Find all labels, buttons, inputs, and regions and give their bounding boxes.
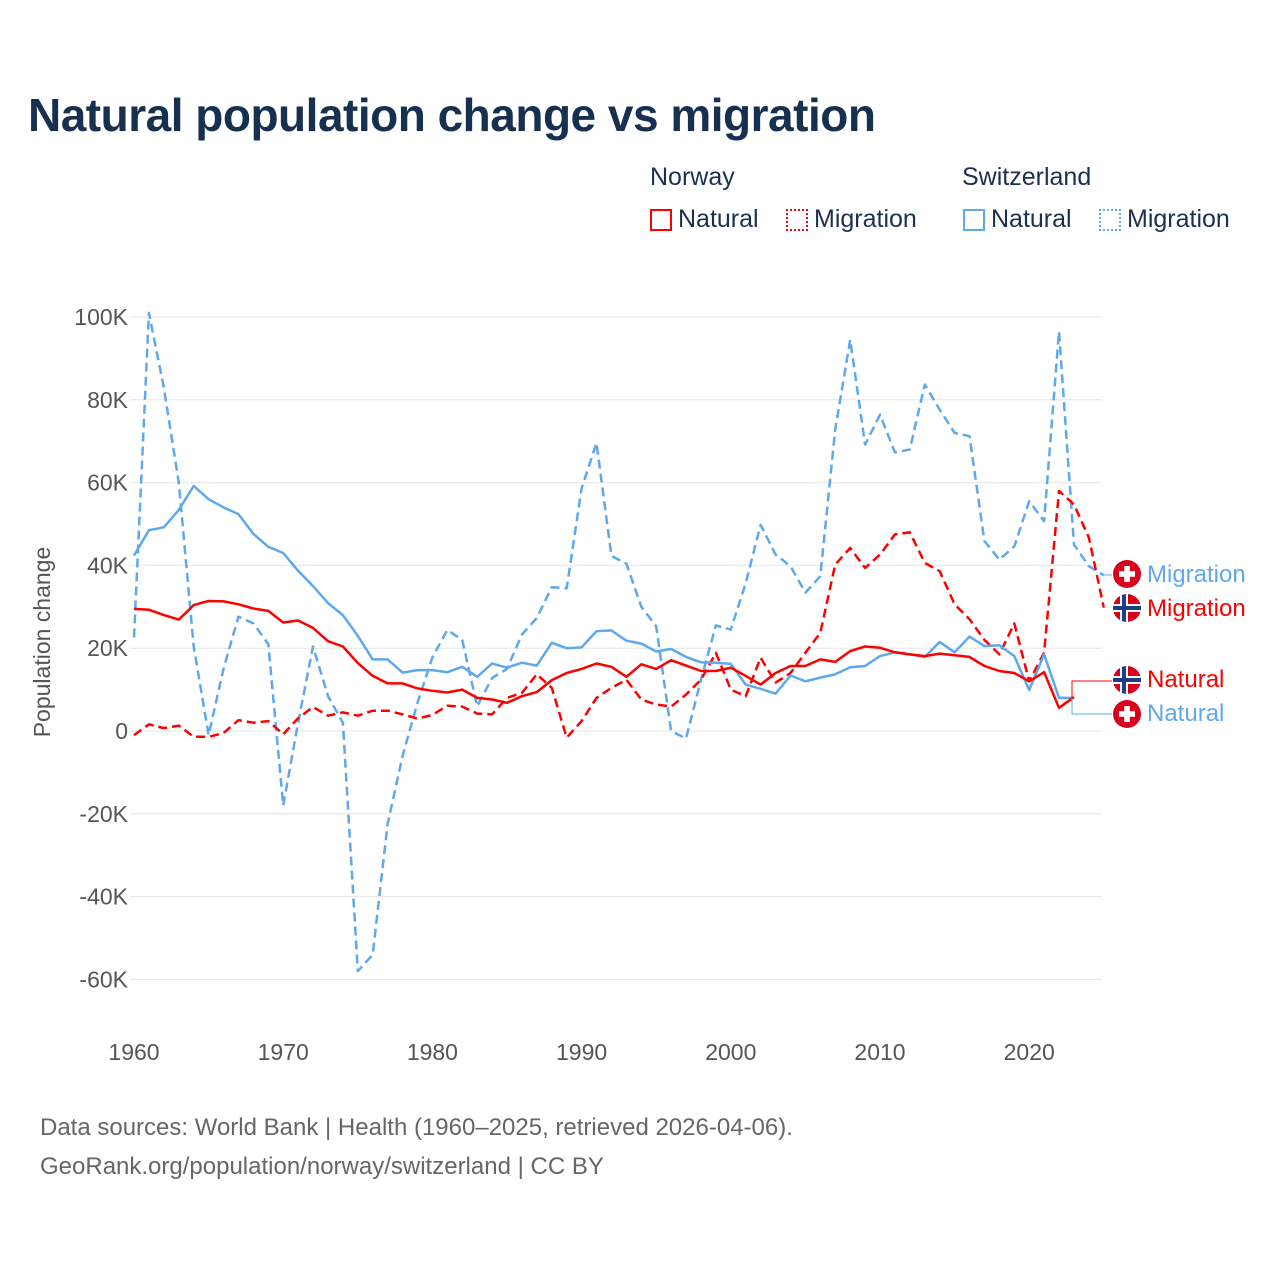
series-lines: [132, 311, 1106, 973]
leader-line-switzerland-natural: [1071, 698, 1112, 715]
legend-label: Natural: [678, 205, 759, 233]
end-label-norway-natural: Natural: [1113, 666, 1224, 694]
legend-label: Migration: [1127, 205, 1230, 233]
end-label-text: Natural: [1147, 666, 1224, 693]
legend-switzerland-natural[interactable]: Natural: [963, 205, 1072, 234]
leader-line-norway-natural: [1071, 680, 1112, 697]
y-tick-label: -60K: [79, 966, 128, 992]
end-label-switzerland-natural: Natural: [1113, 700, 1224, 728]
x-tick-label: 1980: [407, 1039, 458, 1065]
y-tick-label: 60K: [87, 470, 129, 496]
y-axis-label: Population change: [29, 547, 55, 738]
legend-swatch-solid-blue: [963, 208, 985, 231]
legend-swatch-solid-red: [650, 208, 672, 231]
x-axis-ticks: 1960 1970 1980 1990 2000 2010 2020: [108, 1039, 1054, 1065]
y-tick-label: 0: [115, 718, 128, 744]
norway-flag-icon: [1113, 666, 1141, 694]
x-tick-label: 1970: [258, 1039, 309, 1065]
legend-switzerland-heading: Switzerland: [962, 163, 1092, 191]
end-label-text: Migration: [1147, 561, 1246, 588]
x-tick-label: 1960: [108, 1039, 159, 1065]
legend-swatch-dotted-red: [786, 208, 808, 231]
grid-lines: [130, 316, 1102, 980]
y-axis-ticks: 100K 80K 60K 40K 20K 0 -20K -40K -60K: [74, 304, 128, 992]
source-url[interactable]: GeoRank.org/population/norway/switzerlan…: [40, 1153, 604, 1180]
source-line: Data sources: World Bank | Health (1960–…: [40, 1114, 793, 1141]
legend-norway-heading: Norway: [650, 163, 735, 191]
end-label-text: Natural: [1147, 700, 1224, 727]
legend-norway-natural[interactable]: Natural: [650, 205, 759, 234]
legend-norway-migration[interactable]: Migration: [786, 205, 917, 234]
x-tick-label: 2010: [854, 1039, 905, 1065]
end-label-text: Migration: [1147, 595, 1246, 622]
legend-switzerland-migration[interactable]: Migration: [1099, 205, 1230, 234]
end-label-switzerland-migration: Migration: [1113, 560, 1246, 588]
source-note: Data sources: World Bank | Health (1960–…: [40, 1108, 793, 1186]
legend-label: Natural: [991, 205, 1072, 233]
chart-title: Natural population change vs migration: [28, 89, 876, 141]
x-tick-label: 1990: [556, 1039, 607, 1065]
x-tick-label: 2000: [705, 1039, 756, 1065]
y-tick-label: -40K: [79, 884, 128, 910]
y-tick-label: 20K: [87, 635, 129, 661]
y-tick-label: 100K: [74, 304, 128, 330]
y-tick-label: 80K: [87, 387, 129, 413]
norway-flag-icon: [1113, 594, 1141, 622]
switzerland-flag-icon: [1113, 560, 1141, 588]
x-tick-label: 2020: [1004, 1039, 1055, 1065]
series-line-norway-natural: [133, 599, 1075, 710]
series-line-norway-migration: [133, 489, 1106, 739]
switzerland-flag-icon: [1113, 700, 1141, 728]
legend-swatch-dotted-blue: [1099, 208, 1121, 231]
y-tick-label: -20K: [79, 801, 128, 827]
y-tick-label: 40K: [87, 552, 129, 578]
legend-label: Migration: [814, 205, 917, 233]
series-line-switzerland-migration: [132, 311, 1105, 973]
end-label-norway-migration: Migration: [1113, 594, 1246, 622]
